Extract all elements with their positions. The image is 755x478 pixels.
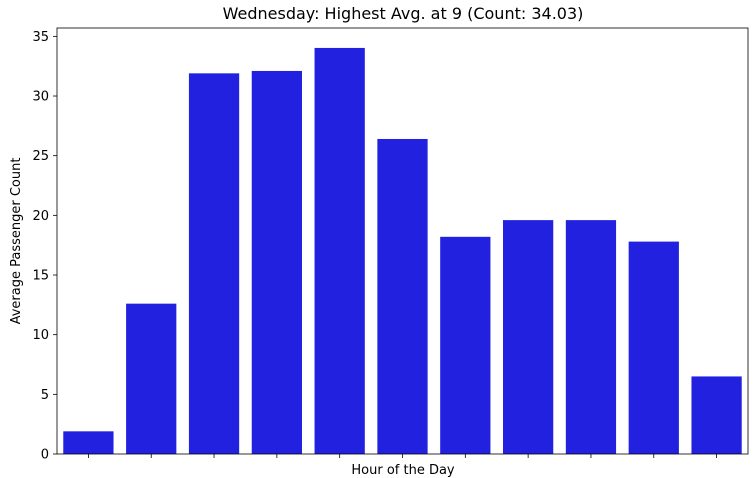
bar-5 [377,138,428,454]
plot-frame [56,27,749,455]
y-tick-label-7: 35 [32,30,49,45]
bar-6 [440,236,491,454]
bar-3 [251,70,302,455]
y-tick-label-0: 0 [41,448,49,463]
y-axis-title: Average Passenger Count [9,158,24,325]
bar-8 [565,220,617,454]
axes-layer: 0 5 10 15 20 25 30 35 [32,27,749,463]
x-axis-title: Hour of the Day [351,463,455,478]
y-tick-label-4: 20 [32,209,49,224]
y-tick-label-6: 30 [32,90,49,105]
bar-1 [126,303,177,454]
y-tick-label-2: 10 [32,328,49,343]
bar-0 [63,431,114,454]
bar-2 [188,73,240,454]
bar-7 [503,220,554,454]
chart-title: Wednesday: Highest Avg. at 9 (Count: 34.… [223,4,584,23]
y-tick-label-1: 5 [41,388,49,403]
bar-10 [691,376,742,454]
bar-4 [314,47,365,455]
y-tick-label-5: 25 [32,149,49,164]
y-tick-label-3: 15 [32,269,49,284]
bar-9 [628,241,679,454]
bars-layer [63,47,742,455]
